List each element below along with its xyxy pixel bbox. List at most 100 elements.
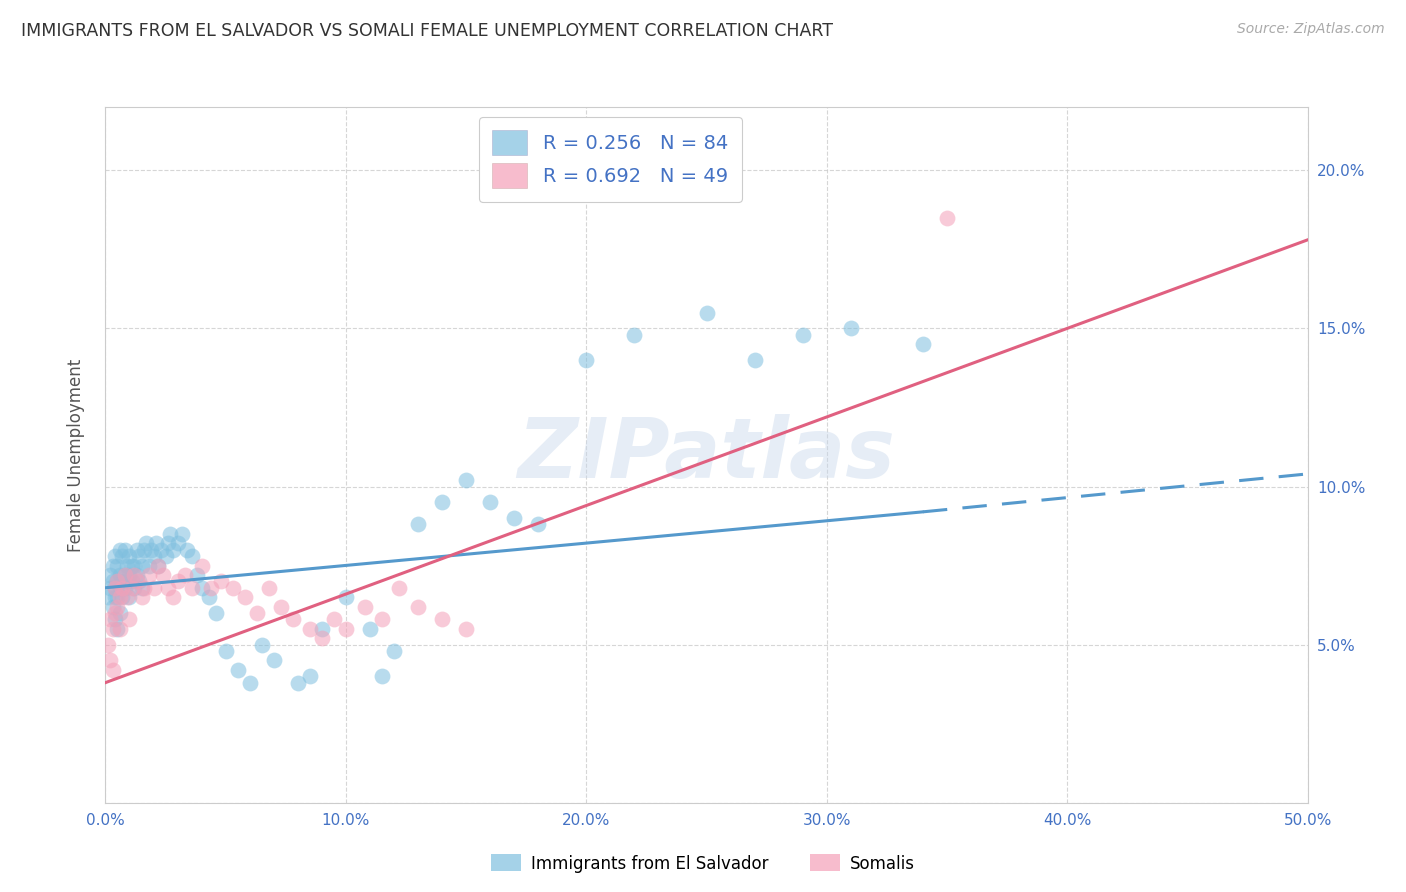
Point bbox=[131, 591, 153, 605]
Point bbox=[371, 669, 394, 683]
Point bbox=[98, 568, 121, 582]
Point bbox=[173, 568, 195, 582]
Point bbox=[108, 606, 131, 620]
Point bbox=[97, 591, 120, 605]
Point bbox=[145, 536, 167, 550]
Point bbox=[108, 542, 131, 557]
Point bbox=[181, 549, 204, 563]
Point bbox=[101, 622, 124, 636]
Point bbox=[214, 644, 236, 658]
Point bbox=[222, 581, 245, 595]
Point bbox=[359, 622, 381, 636]
Point bbox=[200, 581, 222, 595]
Point bbox=[527, 517, 550, 532]
Point bbox=[115, 574, 138, 589]
Point bbox=[454, 473, 477, 487]
Point bbox=[101, 599, 124, 614]
Point bbox=[131, 581, 153, 595]
Point bbox=[139, 542, 162, 557]
Point bbox=[107, 574, 129, 589]
Point bbox=[121, 558, 143, 573]
Point bbox=[430, 612, 453, 626]
Point bbox=[107, 599, 129, 614]
Point bbox=[115, 558, 138, 573]
Point bbox=[388, 581, 411, 595]
Point bbox=[125, 542, 148, 557]
Point bbox=[114, 581, 136, 595]
Point bbox=[152, 568, 174, 582]
Point bbox=[239, 675, 262, 690]
Point bbox=[839, 321, 862, 335]
Point bbox=[101, 558, 124, 573]
Point bbox=[132, 581, 155, 595]
Point bbox=[406, 517, 429, 532]
Point bbox=[226, 663, 249, 677]
Point bbox=[148, 558, 170, 573]
Point bbox=[121, 581, 143, 595]
Point bbox=[125, 568, 148, 582]
Text: Source: ZipAtlas.com: Source: ZipAtlas.com bbox=[1237, 22, 1385, 37]
Legend: R = 0.256   N = 84, R = 0.692   N = 49: R = 0.256 N = 84, R = 0.692 N = 49 bbox=[479, 117, 742, 202]
Point bbox=[287, 675, 309, 690]
Point bbox=[108, 622, 131, 636]
Point bbox=[128, 549, 150, 563]
Point bbox=[166, 536, 188, 550]
Point bbox=[138, 568, 160, 582]
Point bbox=[298, 622, 321, 636]
Point bbox=[101, 574, 124, 589]
Point bbox=[270, 599, 292, 614]
Point bbox=[162, 591, 184, 605]
Point bbox=[114, 568, 136, 582]
Point bbox=[322, 612, 344, 626]
Point bbox=[118, 612, 141, 626]
Point bbox=[111, 574, 134, 589]
Point bbox=[246, 606, 269, 620]
Point bbox=[111, 591, 134, 605]
Point bbox=[479, 495, 502, 509]
Point bbox=[131, 558, 153, 573]
Point bbox=[107, 622, 129, 636]
Point bbox=[98, 612, 121, 626]
Point bbox=[132, 542, 155, 557]
Point bbox=[209, 574, 232, 589]
Point bbox=[98, 581, 121, 595]
Point bbox=[335, 622, 357, 636]
Point bbox=[101, 663, 124, 677]
Point bbox=[250, 638, 273, 652]
Point bbox=[135, 536, 157, 550]
Point bbox=[108, 581, 131, 595]
Point bbox=[792, 327, 814, 342]
Point bbox=[406, 599, 429, 614]
Point bbox=[159, 527, 181, 541]
Point bbox=[104, 581, 127, 595]
Point bbox=[108, 591, 131, 605]
Point bbox=[104, 549, 127, 563]
Point bbox=[138, 558, 160, 573]
Legend: Immigrants from El Salvador, Somalis: Immigrants from El Salvador, Somalis bbox=[484, 847, 922, 880]
Point bbox=[156, 581, 179, 595]
Point bbox=[142, 581, 165, 595]
Point bbox=[623, 327, 645, 342]
Point bbox=[335, 591, 357, 605]
Point bbox=[155, 549, 177, 563]
Point bbox=[124, 581, 146, 595]
Point bbox=[430, 495, 453, 509]
Point bbox=[696, 305, 718, 319]
Point bbox=[176, 542, 198, 557]
Point bbox=[298, 669, 321, 683]
Point bbox=[281, 612, 304, 626]
Point bbox=[111, 581, 134, 595]
Point bbox=[121, 574, 143, 589]
Point bbox=[263, 653, 285, 667]
Text: IMMIGRANTS FROM EL SALVADOR VS SOMALI FEMALE UNEMPLOYMENT CORRELATION CHART: IMMIGRANTS FROM EL SALVADOR VS SOMALI FE… bbox=[21, 22, 834, 40]
Point bbox=[142, 549, 165, 563]
Point bbox=[311, 632, 333, 646]
Point bbox=[936, 211, 959, 225]
Point bbox=[114, 542, 136, 557]
Point bbox=[128, 574, 150, 589]
Point bbox=[111, 549, 134, 563]
Point bbox=[911, 337, 934, 351]
Point bbox=[181, 581, 204, 595]
Point bbox=[118, 568, 141, 582]
Point bbox=[311, 622, 333, 636]
